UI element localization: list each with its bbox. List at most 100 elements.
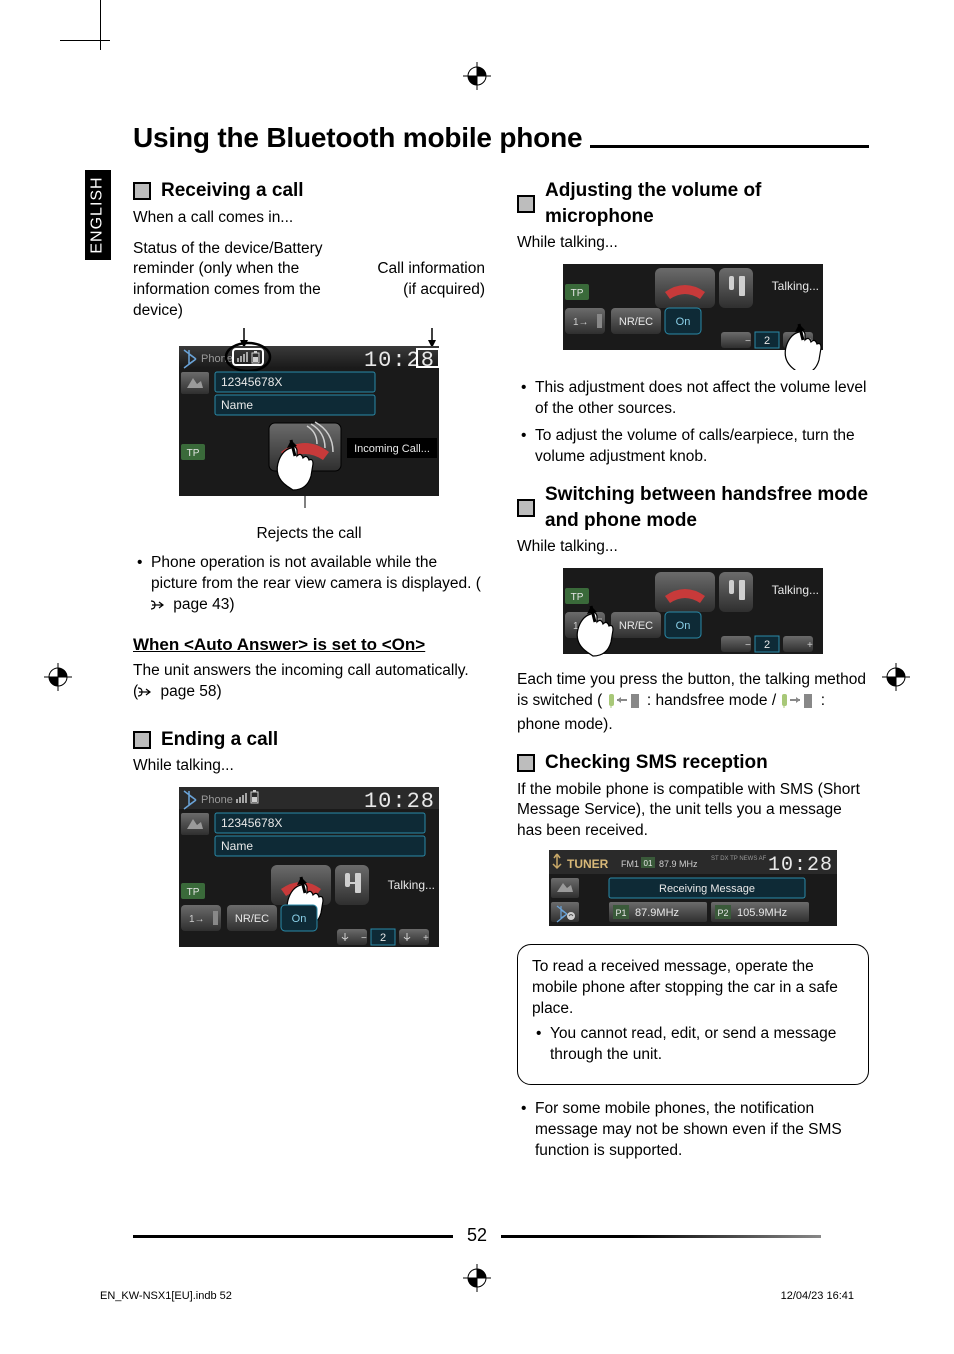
svg-text:TP: TP <box>187 887 200 898</box>
svg-text:P1: P1 <box>615 908 626 918</box>
svg-text:NR/EC: NR/EC <box>619 620 653 632</box>
fig-tp: TP <box>187 448 200 459</box>
figure-ending-call: Phone 10:28 12345678X Name TP <box>169 783 449 955</box>
figure1-callouts: Status of the device/Battery reminder (o… <box>133 239 485 323</box>
callout-text: Call information <box>355 259 485 280</box>
page-number: 52 <box>467 1225 487 1246</box>
callout-text: (if acquired) <box>355 280 485 322</box>
bullet-text: Phone operation is not available while t… <box>151 554 481 592</box>
auto-answer-ref: ( page 58) <box>133 682 485 705</box>
svg-text:Talking...: Talking... <box>388 878 435 892</box>
figure-incoming-call: Phone 10:28 12345678X <box>169 328 449 518</box>
callout-text: information comes from the device) <box>133 280 343 322</box>
section-title-ending: Ending a call <box>161 727 278 753</box>
section-marker <box>133 731 151 749</box>
section-marker <box>517 754 535 772</box>
crop-mark <box>60 40 110 41</box>
svg-text:−: − <box>745 640 751 651</box>
section-title-switching-l2: and phone mode <box>545 508 868 534</box>
svg-text:FM1: FM1 <box>621 859 639 869</box>
caption-rejects: Rejects the call <box>133 524 485 545</box>
bullet-text: page 43) <box>169 596 235 613</box>
svg-text:12345678X: 12345678X <box>221 816 282 830</box>
svg-text:Receiving Message: Receiving Message <box>659 883 755 895</box>
svg-text:TUNER: TUNER <box>567 857 609 871</box>
section-title-adjusting-l1: Adjusting the volume of <box>545 178 761 204</box>
svg-text:1→: 1→ <box>573 317 589 328</box>
svg-text:2: 2 <box>764 639 770 651</box>
figure-handsfree: Talking... TP 1→ NR/EC On − 2 + <box>553 564 833 664</box>
note-box: To read a received message, operate the … <box>517 944 869 1085</box>
registration-mark-left <box>44 663 72 691</box>
pointer-icon <box>138 684 156 705</box>
phone-mode-icon <box>780 692 816 715</box>
adjusting-intro: While talking... <box>517 233 869 254</box>
fig-number: 12345678X <box>221 375 282 389</box>
fig-name: Name <box>221 398 253 412</box>
svg-text:P2: P2 <box>717 908 728 918</box>
svg-text:On: On <box>292 913 307 925</box>
svg-text:87.9 MHz: 87.9 MHz <box>659 859 698 869</box>
svg-text:NR/EC: NR/EC <box>235 913 269 925</box>
note-bullet: You cannot read, edit, or send a message… <box>532 1024 854 1066</box>
svg-text:NR/EC: NR/EC <box>619 316 653 328</box>
svg-text:2: 2 <box>764 335 770 347</box>
pointer-icon <box>151 597 169 618</box>
svg-text:On: On <box>676 620 691 632</box>
receiving-intro: When a call comes in... <box>133 208 485 229</box>
note-text: To read a received message, operate the … <box>532 957 854 1020</box>
section-title-adjusting-l2: microphone <box>545 204 761 230</box>
heading-auto-answer: When <Auto Answer> is set to <On> <box>133 634 485 657</box>
svg-text:On: On <box>676 316 691 328</box>
registration-mark-top <box>463 62 491 90</box>
section-marker <box>517 499 535 517</box>
svg-text:+: + <box>423 933 429 944</box>
section-marker <box>517 195 535 213</box>
auto-answer-body: The unit answers the incoming call autom… <box>133 661 485 682</box>
svg-text:Phone: Phone <box>201 794 233 806</box>
svg-text:TP: TP <box>571 288 584 299</box>
svg-text:Talking...: Talking... <box>772 583 819 597</box>
section-marker <box>133 182 151 200</box>
bullet-phone-op: Phone operation is not available while t… <box>133 553 485 618</box>
registration-mark-right <box>882 663 910 691</box>
figure-mic-volume: Talking... TP 1→ NR/EC On − 2 + <box>553 260 833 370</box>
sms-intro: If the mobile phone is compatible with S… <box>517 780 869 843</box>
svg-text:1→: 1→ <box>189 914 205 925</box>
page-rule <box>133 1235 453 1238</box>
footer-right: 12/04/23 16:41 <box>781 1290 854 1302</box>
switching-body: Each time you press the button, the talk… <box>517 670 869 736</box>
svg-text:TP: TP <box>571 592 584 603</box>
section-title-receiving: Receiving a call <box>161 178 304 204</box>
svg-text:ST DX TP NEWS AF: ST DX TP NEWS AF <box>711 856 767 862</box>
bullet-adjust-1: This adjustment does not affect the volu… <box>517 378 869 420</box>
svg-text:+: + <box>807 640 813 651</box>
footer-left: EN_KW-NSX1[EU].indb 52 <box>100 1290 232 1302</box>
sms-bullet: For some mobile phones, the notification… <box>517 1099 869 1162</box>
svg-text:−: − <box>361 933 367 944</box>
bullet-adjust-2: To adjust the volume of calls/earpiece, … <box>517 426 869 468</box>
left-column: Receiving a call When a call comes in...… <box>133 164 485 1168</box>
svg-text:2: 2 <box>380 932 386 944</box>
handsfree-mode-icon <box>607 692 643 715</box>
figure-sms: TUNER FM1 01 87.9 MHz ST DX TP NEWS AF 1… <box>543 848 843 930</box>
right-column: Adjusting the volume of microphone While… <box>517 164 869 1168</box>
svg-text:01: 01 <box>644 859 653 868</box>
svg-text:−: − <box>745 336 751 347</box>
svg-text:87.9MHz: 87.9MHz <box>635 907 679 919</box>
callout-text: reminder (only when the <box>133 259 343 280</box>
registration-mark-bottom <box>463 1264 491 1292</box>
switching-intro: While talking... <box>517 537 869 558</box>
callout-text: Status of the device/Battery <box>133 239 343 260</box>
svg-text:10:28: 10:28 <box>768 854 833 877</box>
section-title-switching-l1: Switching between handsfree mode <box>545 482 868 508</box>
title-rule <box>590 145 869 148</box>
svg-text:10:28: 10:28 <box>364 789 435 814</box>
ending-intro: While talking... <box>133 756 485 777</box>
svg-text:Name: Name <box>221 839 253 853</box>
fig-incoming: Incoming Call... <box>354 443 430 455</box>
page-title: Using the Bluetooth mobile phone <box>133 122 582 154</box>
fig-clock: 10:28 <box>364 348 435 373</box>
svg-text:105.9MHz: 105.9MHz <box>737 907 787 919</box>
page-rule <box>501 1235 821 1238</box>
